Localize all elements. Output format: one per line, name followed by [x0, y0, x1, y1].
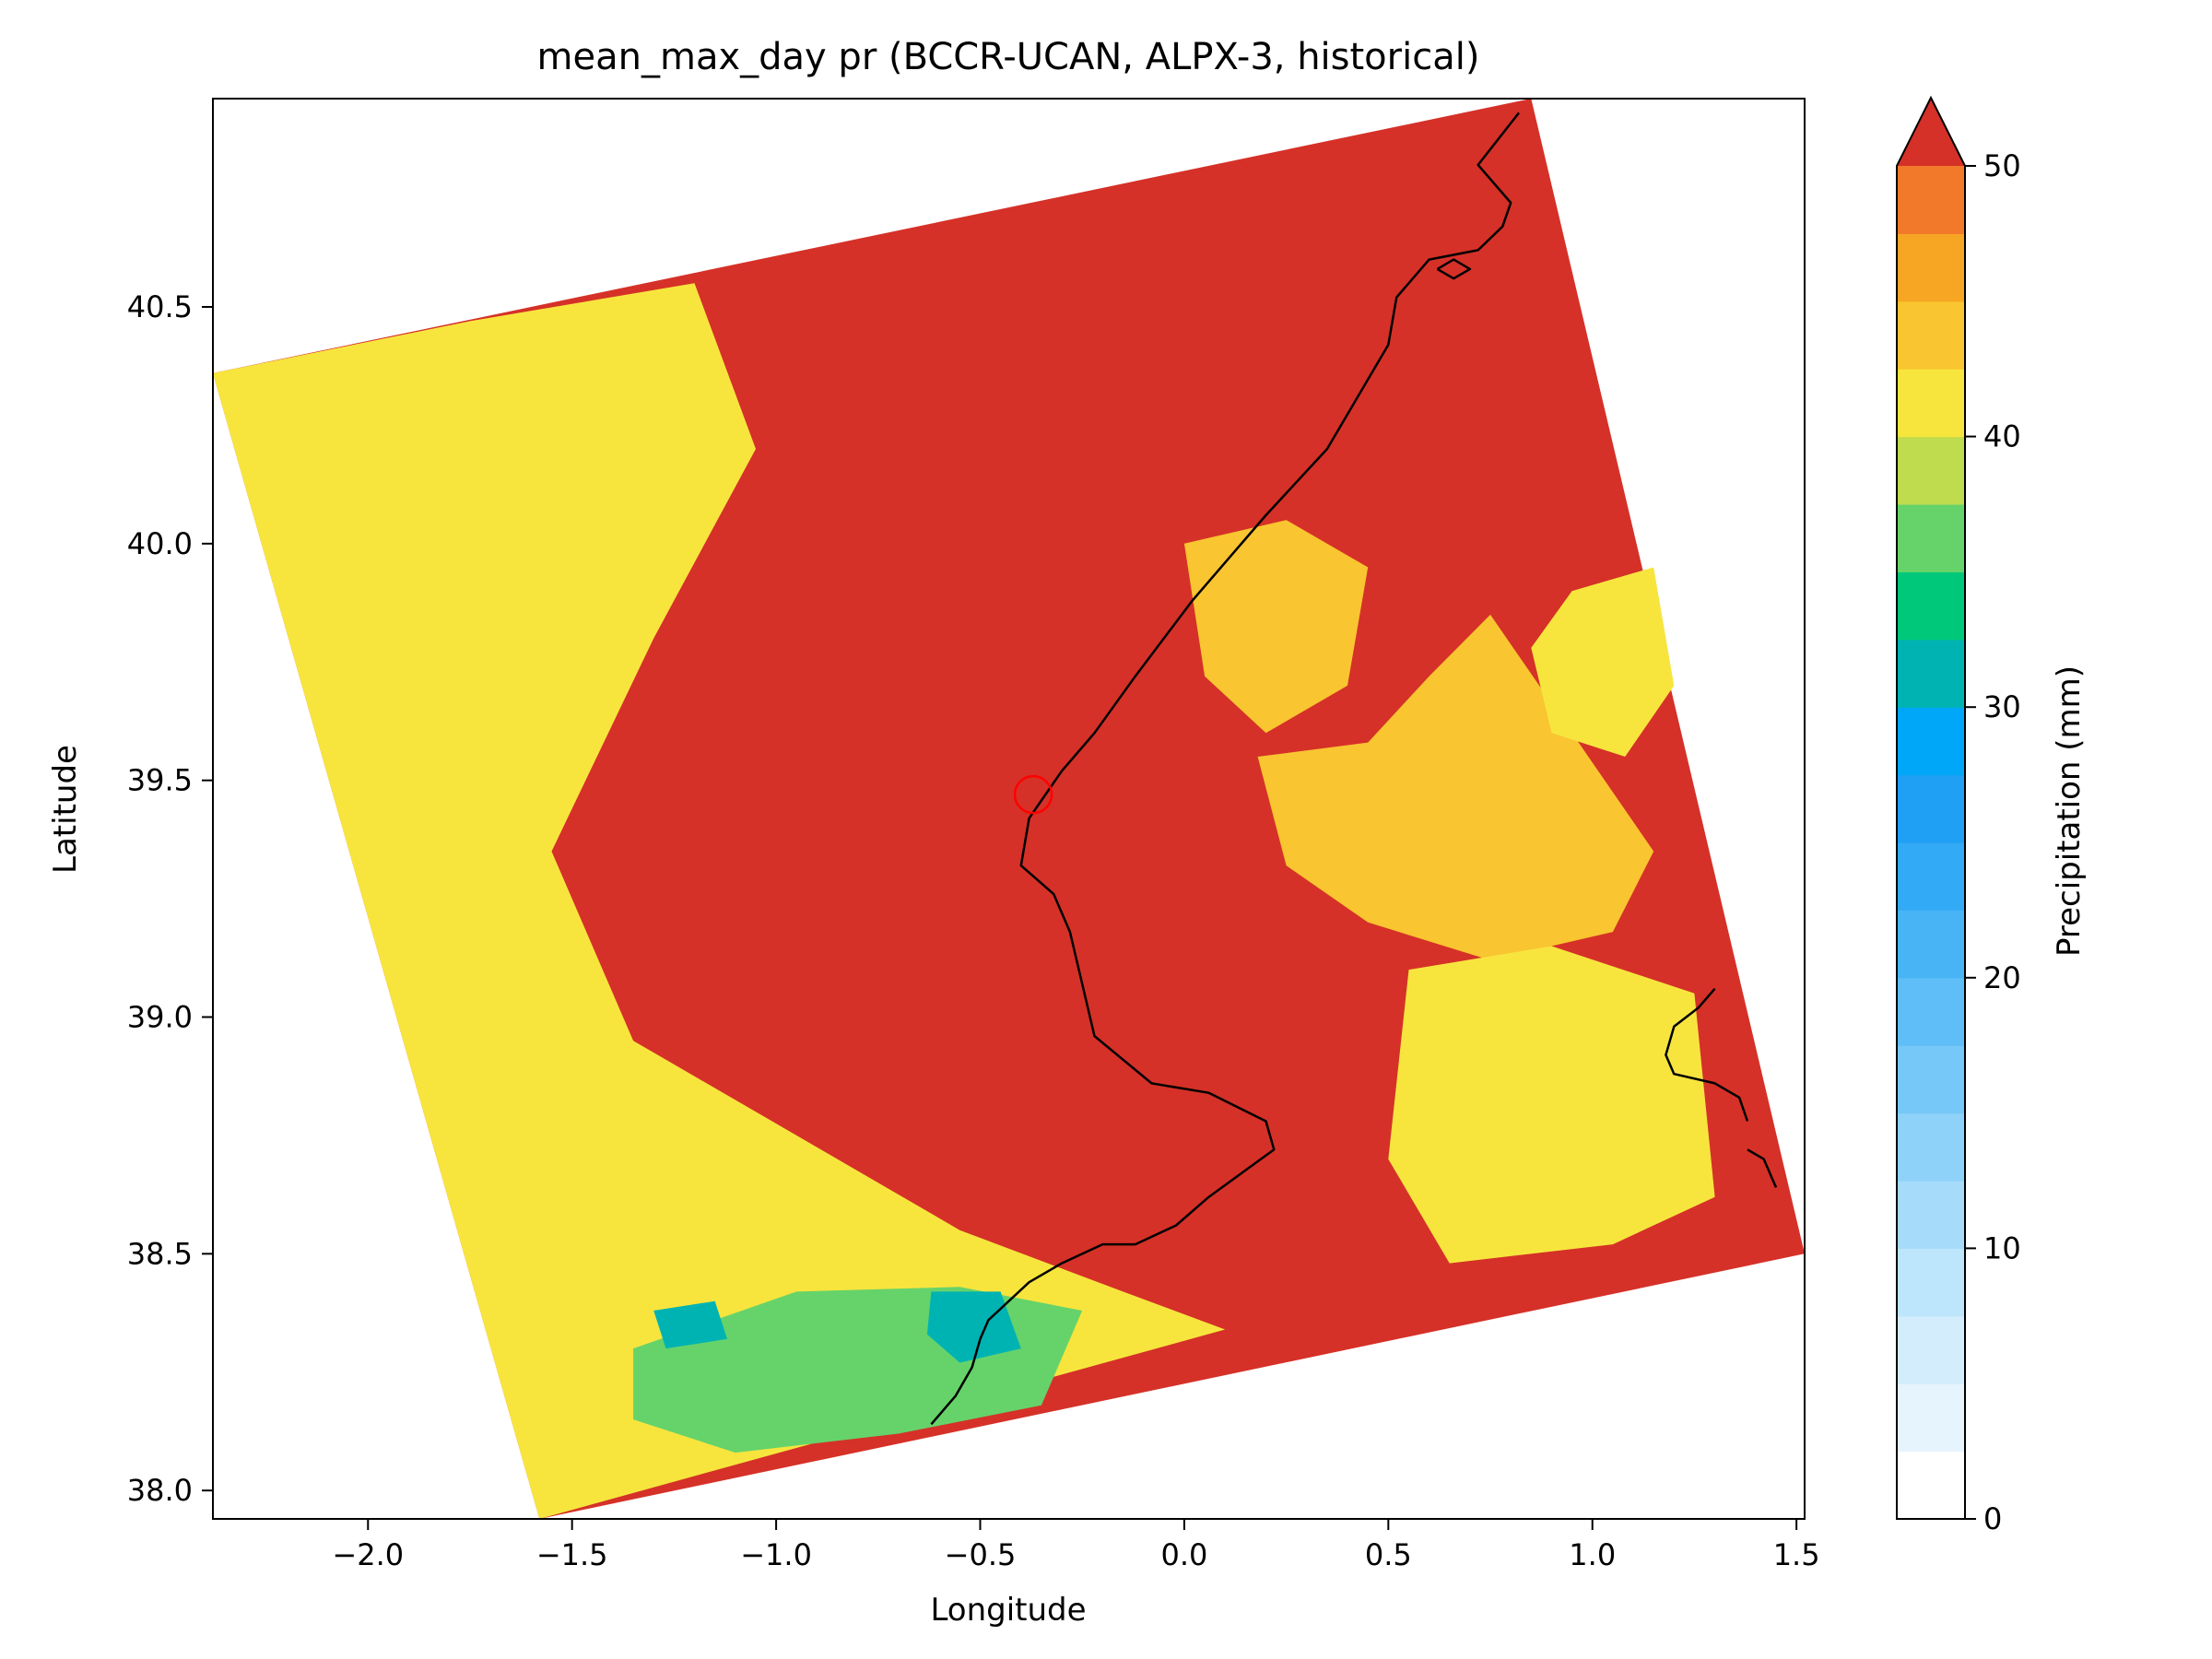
colorbar-bin: [1897, 1451, 1965, 1520]
colorbar-bin: [1897, 1248, 1965, 1317]
colorbar-extend-arrow: [1897, 98, 1965, 166]
colorbar-tick-label: 20: [1983, 960, 2021, 995]
colorbar-bin: [1897, 233, 1965, 302]
colorbar-bin: [1897, 504, 1965, 572]
x-axis-label: Longitude: [930, 1592, 1086, 1629]
x-tick-label: −1.0: [740, 1537, 812, 1572]
colorbar-bin: [1897, 436, 1965, 505]
x-tick-label: −2.0: [332, 1537, 404, 1572]
coastline-segment-2: [1747, 1148, 1778, 1188]
y-tick-label: 39.5: [127, 763, 193, 798]
colorbar-bin: [1897, 1383, 1965, 1453]
colorbar-bin: [1897, 707, 1965, 776]
colorbar-bin: [1897, 1181, 1965, 1249]
coastline-segment-0: [930, 112, 1520, 1426]
x-tick-label: 1.0: [1569, 1537, 1616, 1572]
colorbar-label: Precipitation (mm): [2051, 665, 2088, 957]
colorbar-bin: [1897, 639, 1965, 708]
region-southern-teal: [926, 1291, 1021, 1363]
colorbar-bin: [1897, 1112, 1965, 1182]
marker-layer: [1013, 774, 1053, 815]
region-teal-patch-west: [653, 1300, 727, 1349]
coastline-segment-3: [1436, 258, 1472, 280]
coastline-layer: [930, 112, 1778, 1426]
colorbar-bin: [1897, 571, 1965, 641]
colorbar-outline: [1896, 95, 1966, 1520]
colorbar-bin: [1897, 1315, 1965, 1384]
colorbar-bin: [1897, 774, 1965, 843]
colorbar-bin: [1897, 300, 1965, 370]
x-tick-label: 0.5: [1365, 1537, 1412, 1572]
precipitation-regions: [213, 283, 1715, 1519]
colorbar-bin: [1897, 1045, 1965, 1114]
x-tick-label: 0.0: [1160, 1537, 1207, 1572]
y-axis: 38.0 38.5 39.0 39.5 40.0 40.5: [127, 289, 213, 1508]
chart-title: mean_max_day pr (BCCR-UCAN, ALPX-3, hist…: [537, 36, 1480, 78]
location-marker: [1013, 774, 1053, 815]
colorbar-bin: [1897, 977, 1965, 1046]
coastline-segment-1: [1665, 987, 1749, 1122]
x-axis: −2.0 −1.5 −1.0 −0.5 0.0 0.5 1.0 1.5: [332, 1519, 1820, 1572]
colorbar-tick-label: 40: [1983, 419, 2021, 454]
y-tick-label: 40.0: [127, 526, 193, 561]
colorbar: 0 10 20 30 40 50: [1896, 95, 2021, 1536]
region-east-coast-north: [1183, 520, 1369, 734]
colorbar-bin: [1897, 910, 1965, 979]
plot-frame: [212, 98, 1806, 1520]
region-far-east: [1531, 567, 1675, 757]
y-tick-label: 38.5: [127, 1236, 193, 1271]
x-tick-label: −1.5: [536, 1537, 608, 1572]
colorbar-tick-label: 50: [1983, 148, 2021, 183]
colorbar-tick-label: 0: [1983, 1501, 2002, 1536]
x-tick-label: −0.5: [945, 1537, 1017, 1572]
colorbar-tick-label: 10: [1983, 1230, 2021, 1265]
colorbar-bin: [1897, 166, 1965, 234]
x-tick-label: 1.5: [1773, 1537, 1820, 1572]
colorbar-bin: [1897, 842, 1965, 911]
colorbar-tick-label: 30: [1983, 689, 2021, 724]
region-south-east: [1388, 946, 1715, 1264]
colorbar-bin: [1897, 369, 1965, 438]
y-tick-label: 39.0: [127, 1000, 193, 1035]
y-tick-label: 38.0: [127, 1473, 193, 1508]
region-western: [213, 283, 1226, 1519]
map-plot-area: [213, 99, 1805, 1519]
region-central-east: [1257, 614, 1654, 960]
y-tick-label: 40.5: [127, 289, 193, 324]
y-axis-label: Latitude: [47, 745, 84, 874]
